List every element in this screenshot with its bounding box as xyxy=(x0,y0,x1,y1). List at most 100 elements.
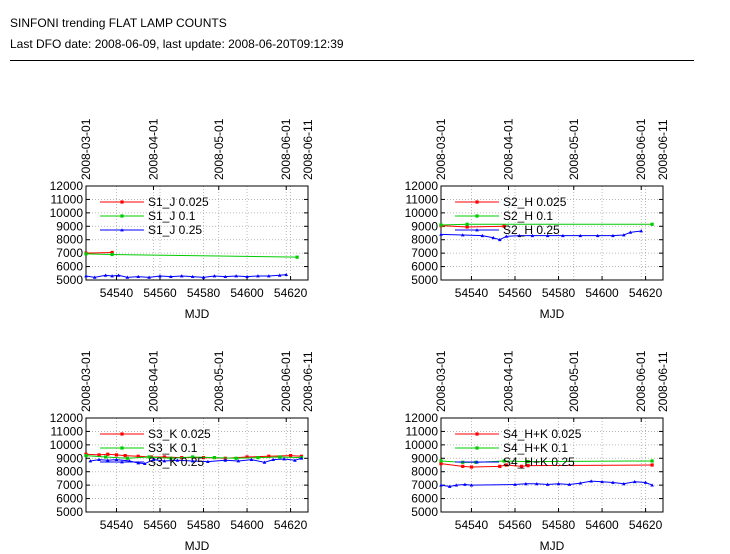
page-subtitle: Last DFO date: 2008-06-09, last update: … xyxy=(10,37,344,51)
y-tick-label: 7000 xyxy=(56,478,83,492)
legend-marker xyxy=(475,432,479,436)
x-tick-label: 54540 xyxy=(100,286,134,300)
x-tick-label: 54540 xyxy=(100,518,134,532)
data-point xyxy=(158,274,162,278)
data-point xyxy=(201,275,206,279)
y-tick-label: 12000 xyxy=(405,411,439,425)
data-point xyxy=(622,233,626,237)
data-point xyxy=(491,235,496,240)
y-tick-label: 10000 xyxy=(405,438,439,452)
data-point xyxy=(110,274,114,278)
x-axis-label: MJD xyxy=(540,539,565,553)
data-point xyxy=(504,463,508,467)
x-tick-label: 54540 xyxy=(455,286,489,300)
data-point xyxy=(97,457,101,462)
plot-frame xyxy=(85,185,309,281)
y-tick-label: 5000 xyxy=(56,273,83,287)
y-tick-label: 8000 xyxy=(56,465,83,479)
data-point xyxy=(439,462,443,466)
page-title: SINFONI trending FLAT LAMP COUNTS xyxy=(10,16,227,30)
x-tick-label: 54600 xyxy=(230,518,264,532)
data-point xyxy=(288,454,293,458)
y-tick-label: 8000 xyxy=(411,233,438,247)
data-point xyxy=(561,233,565,238)
legend-label: S2_H 0.1 xyxy=(503,209,553,223)
legend-marker xyxy=(120,228,124,232)
date-tick-label: 2008-03-01 xyxy=(79,350,93,412)
legend-label: S4_H+K 0.1 xyxy=(503,441,568,455)
data-point xyxy=(469,465,474,469)
x-tick-label: 54580 xyxy=(542,518,576,532)
x-tick-label: 54580 xyxy=(187,518,221,532)
data-point xyxy=(461,464,465,468)
data-point xyxy=(530,233,535,238)
data-point xyxy=(578,481,583,485)
y-tick-label: 11000 xyxy=(51,192,84,206)
data-point xyxy=(469,483,474,487)
legend-label: S1_J 0.1 xyxy=(148,209,196,223)
date-tick-label: 2008-06-01 xyxy=(634,350,648,412)
y-tick-label: 5000 xyxy=(56,505,83,519)
legend-marker xyxy=(475,446,479,450)
x-tick-label: 54560 xyxy=(143,518,177,532)
data-point xyxy=(147,275,151,279)
data-point xyxy=(190,274,195,279)
data-point xyxy=(256,274,260,278)
data-point xyxy=(611,233,615,238)
data-point xyxy=(97,453,101,457)
legend-label: S3_K 0.25 xyxy=(148,455,204,469)
x-tick-label: 54600 xyxy=(230,286,264,300)
legend-label: S1_J 0.25 xyxy=(148,223,202,237)
series-line xyxy=(440,230,642,241)
y-tick-label: 9000 xyxy=(411,451,438,465)
data-point xyxy=(447,484,452,488)
date-tick-label: 2008-03-01 xyxy=(434,350,448,412)
data-point xyxy=(460,233,465,237)
data-point xyxy=(271,457,275,462)
legend-label: S3_K 0.1 xyxy=(148,441,198,455)
date-tick-label: 2008-04-01 xyxy=(501,350,515,412)
date-tick-label: 2008-04-01 xyxy=(146,350,160,412)
series-line xyxy=(85,253,298,258)
data-point xyxy=(502,224,506,228)
data-point xyxy=(191,455,195,459)
series-line xyxy=(440,225,505,228)
x-tick-label: 54620 xyxy=(629,286,663,300)
x-tick-label: 54620 xyxy=(274,518,308,532)
data-point xyxy=(517,233,522,238)
data-point xyxy=(278,455,282,459)
data-point xyxy=(643,480,648,484)
data-point xyxy=(142,461,147,466)
data-point xyxy=(502,459,506,463)
data-point xyxy=(212,274,217,278)
data-point xyxy=(439,459,443,463)
y-tick-label: 9000 xyxy=(56,451,83,465)
legend-marker xyxy=(475,214,479,218)
data-point xyxy=(650,222,654,226)
y-tick-label: 5000 xyxy=(411,505,438,519)
data-point xyxy=(84,252,88,256)
data-point xyxy=(106,452,110,456)
data-point xyxy=(103,273,108,277)
x-axis-label: MJD xyxy=(185,307,210,321)
y-tick-label: 6000 xyxy=(411,492,438,506)
data-point xyxy=(136,461,141,465)
data-point xyxy=(234,274,238,278)
data-point xyxy=(162,459,167,463)
y-tick-label: 10000 xyxy=(50,206,84,220)
date-tick-label: 2008-03-01 xyxy=(434,118,448,180)
data-point xyxy=(190,459,195,463)
legend-label: S2_H 0.025 xyxy=(503,195,567,209)
date-tick-label: 2008-06-11 xyxy=(301,119,315,180)
data-point xyxy=(284,272,289,277)
x-tick-label: 54600 xyxy=(585,286,619,300)
header-divider xyxy=(10,60,694,61)
data-point xyxy=(465,222,469,226)
legend-marker xyxy=(475,228,479,232)
x-tick-label: 54600 xyxy=(585,518,619,532)
legend-marker xyxy=(120,460,124,464)
data-point xyxy=(513,482,517,486)
data-point xyxy=(611,480,615,484)
